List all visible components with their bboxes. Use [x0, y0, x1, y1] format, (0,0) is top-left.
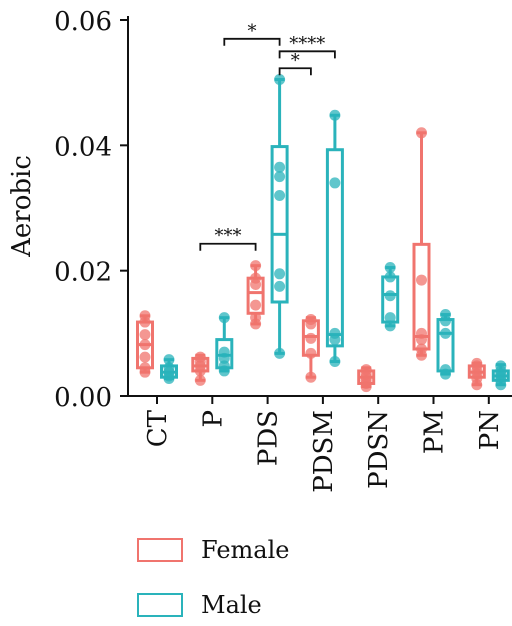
x-tick-label: PM [420, 410, 450, 454]
data-point [218, 346, 230, 358]
box-male-pds [270, 74, 289, 359]
bracket-line [223, 37, 281, 46]
data-point [194, 374, 206, 386]
plot-marks [136, 74, 510, 393]
data-point [416, 343, 427, 355]
y-tick-label: 0.06 [54, 7, 112, 37]
significance-bracket: **** [278, 33, 336, 59]
data-point [440, 327, 451, 339]
x-tick-label: CT [143, 409, 173, 447]
bracket-line [278, 67, 312, 76]
data-point [471, 357, 483, 369]
data-point [250, 312, 262, 324]
bracket-line [199, 242, 257, 251]
data-point [329, 177, 341, 189]
x-tick-label: PN [475, 410, 505, 450]
box-male-pm [436, 309, 455, 380]
data-point [218, 360, 230, 372]
box-male-pn [491, 360, 510, 391]
data-point [274, 347, 286, 359]
significance-label: * [247, 21, 256, 42]
data-point [274, 268, 286, 280]
box-body [270, 145, 289, 304]
significance-brackets: ********* [199, 21, 336, 251]
box-body [436, 318, 455, 373]
data-point [440, 309, 451, 321]
box-female-pm [412, 127, 431, 361]
data-point [274, 280, 286, 292]
data-point [250, 260, 262, 272]
data-point [384, 262, 396, 274]
box-plot-chart: Aerobic 0.00 0.02 0.04 0.06 CT P PDS PDSM PDSN PM… [7, 7, 512, 493]
data-point [305, 371, 317, 383]
data-point [384, 312, 396, 324]
significance-label: * [291, 50, 300, 71]
data-point [416, 327, 427, 339]
x-tick-label: P [198, 410, 228, 428]
legend-item-female: Female [137, 536, 290, 564]
data-point [274, 161, 286, 173]
data-point [163, 354, 175, 366]
data-point [305, 347, 317, 359]
box-female-ct [136, 310, 154, 378]
data-point [274, 171, 286, 183]
data-point [305, 314, 317, 326]
data-point [139, 310, 151, 322]
significance-bracket: * [223, 21, 281, 46]
data-point [218, 312, 230, 324]
box-male-ct [160, 354, 178, 384]
data-point [250, 299, 262, 311]
box-male-pdsm [325, 109, 344, 368]
x-tick-label: PDSN [364, 410, 394, 489]
data-point [139, 339, 151, 351]
axes: 0.00 0.02 0.04 0.06 CT P PDS PDSM PDSN PM PN [54, 7, 512, 493]
x-tick-label: PDSM [309, 410, 339, 493]
legend-item-male: Male [137, 591, 262, 619]
data-point [274, 74, 286, 86]
data-point [139, 329, 151, 341]
bracket-line [278, 50, 336, 59]
legend-label-female: Female [201, 536, 290, 564]
data-point [384, 290, 396, 302]
significance-bracket: * [278, 50, 312, 76]
legend-label-male: Male [201, 591, 262, 619]
data-point [360, 364, 372, 376]
y-tick-label: 0.00 [54, 383, 112, 413]
data-point [384, 271, 396, 283]
data-point [194, 351, 206, 363]
data-point [495, 360, 507, 372]
data-point [250, 272, 262, 284]
data-point [305, 332, 317, 344]
data-point [329, 109, 341, 121]
box-female-p [191, 351, 210, 386]
data-point [416, 127, 427, 139]
data-point [329, 327, 341, 339]
y-tick-label: 0.04 [54, 132, 112, 162]
significance-label: **** [289, 33, 325, 54]
box-female-pdsn [357, 364, 376, 393]
y-tick-label: 0.02 [54, 258, 112, 288]
significance-label: *** [214, 226, 241, 247]
box-female-pn [467, 357, 486, 391]
data-point [163, 362, 175, 374]
data-point [440, 364, 451, 376]
box-male-p [215, 312, 234, 377]
y-axis-label: Aerobic [7, 155, 37, 258]
box-female-pds [246, 260, 265, 330]
x-tick-label: PDS [254, 410, 284, 466]
data-point [329, 356, 341, 368]
legend-swatch-male [137, 593, 183, 617]
box-body [325, 148, 344, 348]
data-point [416, 274, 427, 286]
data-point [139, 362, 151, 374]
significance-bracket: *** [199, 226, 257, 251]
box-female-pdsm [301, 314, 320, 383]
data-point [274, 189, 286, 201]
data-point [384, 320, 396, 332]
legend-swatch-female [137, 538, 183, 562]
data-point [139, 351, 151, 363]
box-male-pdsn [381, 262, 400, 332]
